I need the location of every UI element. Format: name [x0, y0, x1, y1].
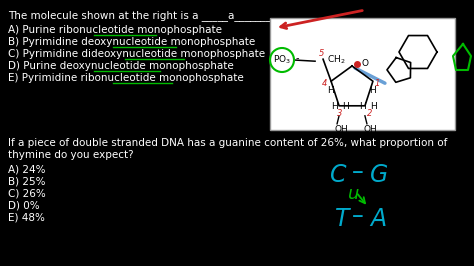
Text: O: O — [362, 60, 369, 69]
Text: u: u — [348, 185, 359, 203]
Text: 4: 4 — [322, 79, 328, 88]
Text: B) 25%: B) 25% — [8, 177, 46, 187]
Text: C: C — [330, 163, 346, 187]
Text: D) Purine deoxynucleotide monophosphate: D) Purine deoxynucleotide monophosphate — [8, 61, 234, 71]
Text: thymine do you expect?: thymine do you expect? — [8, 150, 134, 160]
Text: OH: OH — [364, 125, 378, 134]
Text: H: H — [370, 102, 377, 111]
Text: OH: OH — [334, 125, 348, 134]
Text: H: H — [369, 86, 376, 95]
Text: –: – — [352, 204, 364, 228]
Text: C) Pyrimidine dideoxynucleotide monophosphate: C) Pyrimidine dideoxynucleotide monophos… — [8, 49, 265, 59]
Text: If a piece of double stranded DNA has a guanine content of 26%, what proportion : If a piece of double stranded DNA has a … — [8, 138, 447, 148]
Text: B) Pyrimidine deoxynucleotide monophosphate: B) Pyrimidine deoxynucleotide monophosph… — [8, 37, 255, 47]
Text: H: H — [327, 86, 334, 95]
Text: H: H — [359, 102, 365, 111]
Text: H: H — [342, 102, 349, 111]
Text: 3: 3 — [337, 109, 342, 118]
Text: A) Purine ribonucleotide monophosphate: A) Purine ribonucleotide monophosphate — [8, 25, 222, 35]
Text: D) 0%: D) 0% — [8, 201, 40, 211]
Text: -: - — [296, 53, 300, 63]
Text: 5: 5 — [319, 49, 324, 58]
Text: A: A — [370, 207, 386, 231]
Text: PO$_3$: PO$_3$ — [273, 54, 291, 66]
Text: C) 26%: C) 26% — [8, 189, 46, 199]
Text: T: T — [335, 207, 349, 231]
Text: 2: 2 — [367, 109, 372, 118]
Text: CH$_2$: CH$_2$ — [327, 54, 346, 66]
Text: A) 24%: A) 24% — [8, 165, 46, 175]
Text: E) 48%: E) 48% — [8, 213, 45, 223]
Text: G: G — [370, 163, 388, 187]
Text: H: H — [331, 102, 338, 111]
Text: –: – — [352, 160, 364, 184]
Text: E) Pyrimidine ribonucleotide monophosphate: E) Pyrimidine ribonucleotide monophospha… — [8, 73, 244, 83]
Bar — [270, 18, 455, 130]
Text: 1: 1 — [375, 79, 380, 88]
Text: The molecule shown at the right is a _____a________.: The molecule shown at the right is a ___… — [8, 10, 280, 21]
